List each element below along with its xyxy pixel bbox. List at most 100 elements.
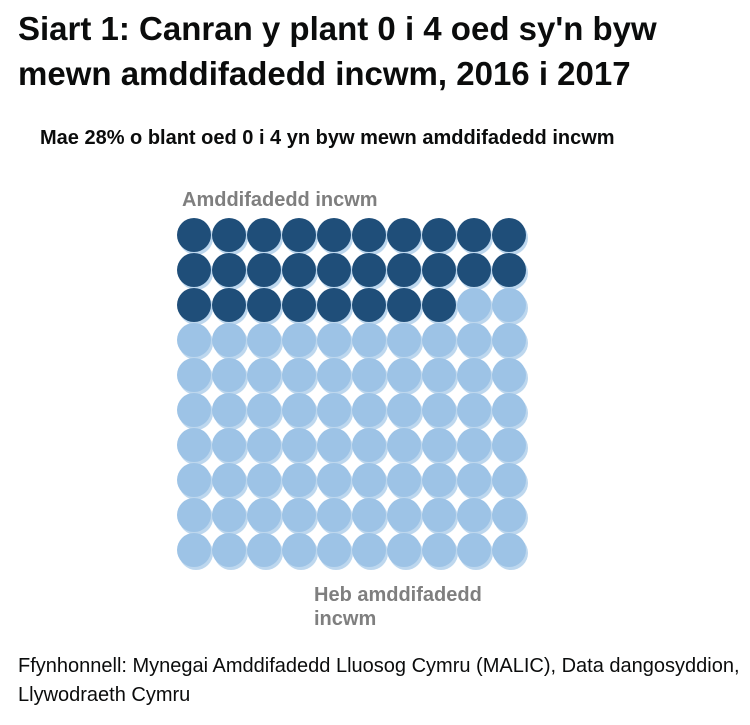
waffle-cell-not-deprived xyxy=(282,323,316,357)
series-label-deprived: Amddifadedd incwm xyxy=(182,189,378,211)
waffle-cell-deprived xyxy=(492,253,526,287)
waffle-cell-deprived xyxy=(352,288,386,322)
waffle-cell-deprived xyxy=(177,218,211,252)
waffle-cell-deprived xyxy=(457,253,491,287)
waffle-cell-not-deprived xyxy=(492,498,526,532)
waffle-cell-not-deprived xyxy=(457,358,491,392)
waffle-cell-not-deprived xyxy=(492,463,526,497)
waffle-cell-deprived xyxy=(422,288,456,322)
waffle-cell-not-deprived xyxy=(492,323,526,357)
waffle-cell-not-deprived xyxy=(422,463,456,497)
waffle-cell-not-deprived xyxy=(352,393,386,427)
series-label-not-deprived: Heb amddifadedd incwm xyxy=(314,584,482,630)
waffle-cell-deprived xyxy=(212,218,246,252)
waffle-cell-not-deprived xyxy=(352,428,386,462)
waffle-cell-not-deprived xyxy=(457,463,491,497)
waffle-cell-not-deprived xyxy=(387,498,421,532)
waffle-cell-deprived xyxy=(457,218,491,252)
waffle-cell-not-deprived xyxy=(247,498,281,532)
waffle-cell-not-deprived xyxy=(352,358,386,392)
waffle-cell-deprived xyxy=(282,288,316,322)
waffle-cell-not-deprived xyxy=(317,393,351,427)
waffle-cell-deprived xyxy=(387,253,421,287)
waffle-cell-not-deprived xyxy=(352,498,386,532)
waffle-cell-not-deprived xyxy=(282,358,316,392)
waffle-cell-not-deprived xyxy=(422,498,456,532)
waffle-cell-deprived xyxy=(212,253,246,287)
waffle-cell-not-deprived xyxy=(387,463,421,497)
waffle-cell-not-deprived xyxy=(317,463,351,497)
waffle-cell-not-deprived xyxy=(212,463,246,497)
waffle-cell-not-deprived xyxy=(387,393,421,427)
waffle-cell-not-deprived xyxy=(177,463,211,497)
waffle-cell-deprived xyxy=(352,218,386,252)
waffle-cell-not-deprived xyxy=(317,428,351,462)
waffle-cell-not-deprived xyxy=(247,463,281,497)
waffle-cell-not-deprived xyxy=(387,428,421,462)
waffle-cell-deprived xyxy=(352,253,386,287)
waffle-cell-not-deprived xyxy=(282,498,316,532)
waffle-cell-not-deprived xyxy=(457,288,491,322)
waffle-cell-not-deprived xyxy=(457,323,491,357)
waffle-cell-not-deprived xyxy=(387,533,421,567)
waffle-cell-deprived xyxy=(317,253,351,287)
waffle-cell-not-deprived xyxy=(177,533,211,567)
waffle-cell-not-deprived xyxy=(247,393,281,427)
waffle-cell-deprived xyxy=(282,253,316,287)
waffle-cell-deprived xyxy=(317,218,351,252)
waffle-cell-not-deprived xyxy=(492,358,526,392)
waffle-cell-not-deprived xyxy=(457,498,491,532)
waffle-cell-not-deprived xyxy=(352,533,386,567)
waffle-cell-not-deprived xyxy=(387,323,421,357)
waffle-cell-not-deprived xyxy=(422,393,456,427)
waffle-cell-not-deprived xyxy=(457,393,491,427)
waffle-cell-not-deprived xyxy=(457,428,491,462)
waffle-cell-deprived xyxy=(317,288,351,322)
waffle-cell-not-deprived xyxy=(492,288,526,322)
waffle-cell-not-deprived xyxy=(212,498,246,532)
waffle-cell-not-deprived xyxy=(282,428,316,462)
waffle-cell-not-deprived xyxy=(317,498,351,532)
waffle-cell-not-deprived xyxy=(317,323,351,357)
waffle-cell-not-deprived xyxy=(282,393,316,427)
waffle-cell-not-deprived xyxy=(247,358,281,392)
waffle-cell-deprived xyxy=(247,288,281,322)
waffle-cell-not-deprived xyxy=(177,393,211,427)
waffle-cell-not-deprived xyxy=(177,428,211,462)
waffle-cell-not-deprived xyxy=(177,498,211,532)
waffle-cell-deprived xyxy=(247,218,281,252)
waffle-cell-deprived xyxy=(247,253,281,287)
waffle-cell-not-deprived xyxy=(492,533,526,567)
waffle-cell-not-deprived xyxy=(177,358,211,392)
waffle-cell-not-deprived xyxy=(212,533,246,567)
source-note: Ffynhonnell: Mynegai Amddifadedd Lluosog… xyxy=(18,655,740,706)
waffle-cell-deprived xyxy=(422,253,456,287)
waffle-cell-deprived xyxy=(282,218,316,252)
waffle-cell-not-deprived xyxy=(212,323,246,357)
waffle-cell-deprived xyxy=(422,218,456,252)
waffle-cell-not-deprived xyxy=(492,428,526,462)
waffle-cell-not-deprived xyxy=(352,463,386,497)
waffle-cell-not-deprived xyxy=(422,428,456,462)
waffle-cell-deprived xyxy=(177,253,211,287)
waffle-cell-deprived xyxy=(387,218,421,252)
waffle-cell-deprived xyxy=(492,218,526,252)
waffle-cell-not-deprived xyxy=(317,358,351,392)
waffle-cell-not-deprived xyxy=(492,393,526,427)
waffle-cell-not-deprived xyxy=(282,533,316,567)
waffle-cell-not-deprived xyxy=(352,323,386,357)
waffle-cell-deprived xyxy=(177,288,211,322)
waffle-cell-not-deprived xyxy=(247,533,281,567)
waffle-cell-not-deprived xyxy=(422,323,456,357)
waffle-cell-not-deprived xyxy=(247,428,281,462)
waffle-cell-not-deprived xyxy=(387,358,421,392)
chart-subtitle: Mae 28% o blant oed 0 i 4 yn byw mewn am… xyxy=(40,127,615,149)
waffle-cell-not-deprived xyxy=(422,533,456,567)
waffle-cell-not-deprived xyxy=(212,358,246,392)
chart-title: Siart 1: Canran y plant 0 i 4 oed sy'n b… xyxy=(18,10,657,92)
waffle-cell-not-deprived xyxy=(212,393,246,427)
waffle-cell-not-deprived xyxy=(282,463,316,497)
waffle-cell-deprived xyxy=(387,288,421,322)
waffle-cell-not-deprived xyxy=(212,428,246,462)
